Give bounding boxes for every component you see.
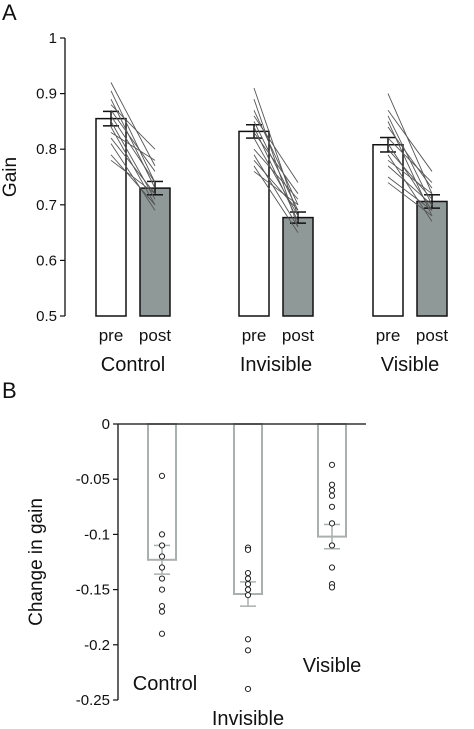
bar-post <box>282 216 314 317</box>
data-point <box>158 575 166 582</box>
panel-a-label: A <box>2 0 17 25</box>
subject-line <box>110 98 156 189</box>
y-tick-label: -0.15 <box>76 582 110 599</box>
change-bar <box>233 423 263 596</box>
bar-pre <box>238 130 270 317</box>
subject-line <box>387 148 433 200</box>
data-point <box>328 487 336 494</box>
bar-label-post: post <box>282 326 314 345</box>
subject-line <box>387 126 433 189</box>
category-label: Visible <box>303 655 362 677</box>
category-label: Invisible <box>212 708 284 729</box>
y-tick-label: -0.25 <box>76 692 110 709</box>
bar-label-pre: pre <box>376 326 401 345</box>
subject-line <box>110 132 156 161</box>
subject-line <box>253 110 299 205</box>
change-bar <box>317 423 347 538</box>
data-point <box>244 546 252 553</box>
data-point <box>328 564 336 571</box>
group-label: Control <box>101 354 165 376</box>
data-point <box>328 520 336 527</box>
data-point <box>158 472 166 479</box>
subject-line <box>110 115 156 183</box>
subject-line <box>253 171 299 206</box>
bar-pre <box>372 144 404 317</box>
subject-line <box>253 148 299 200</box>
group-label: Invisible <box>240 354 312 376</box>
subject-line <box>253 160 299 211</box>
y-tick-label: 0.6 <box>36 252 57 269</box>
y-tick-label: -0.1 <box>84 526 110 543</box>
subject-line <box>387 182 433 217</box>
data-point <box>158 586 166 593</box>
data-point <box>158 608 166 615</box>
data-point <box>158 630 166 637</box>
data-point <box>158 531 166 538</box>
data-point <box>328 503 336 510</box>
data-point <box>158 542 166 549</box>
bar-label-post: post <box>139 326 171 345</box>
subject-line <box>387 137 433 183</box>
subject-line <box>110 137 156 194</box>
subject-line <box>110 154 156 206</box>
data-point <box>328 481 336 488</box>
bar-pre <box>95 117 127 317</box>
subject-line <box>110 90 156 183</box>
bar-post <box>416 200 448 317</box>
y-axis-title: Gain <box>0 157 21 197</box>
bar-label-pre: pre <box>242 326 267 345</box>
data-point <box>158 553 166 560</box>
subject-line <box>387 165 433 206</box>
data-point <box>244 685 252 693</box>
data-point <box>244 592 252 599</box>
data-point <box>328 492 336 499</box>
data-point <box>244 569 252 577</box>
data-point <box>244 647 252 654</box>
bar-post <box>139 187 171 317</box>
y-axis-title: Change in gain <box>26 498 47 626</box>
subject-line <box>253 137 299 217</box>
subject-line <box>387 176 433 211</box>
subject-line <box>387 110 433 172</box>
category-label: Control <box>133 673 197 695</box>
panel-b-chart: 0 -0.05 -0.1 -0.15 -0.2 -0.25 Change in gain Co… <box>26 416 366 729</box>
data-point <box>328 584 336 591</box>
change-bar <box>147 423 177 561</box>
data-point <box>328 461 336 468</box>
subject-line <box>110 82 156 167</box>
group-label: Visible <box>381 354 440 376</box>
y-tick-label: 0.7 <box>36 197 57 214</box>
subject-line <box>387 93 433 194</box>
subject-line <box>110 121 156 200</box>
subject-line <box>110 159 156 195</box>
data-point <box>328 542 336 549</box>
y-tick-label: 1 <box>49 30 57 47</box>
data-point <box>158 564 166 571</box>
panel-b-label: B <box>2 378 17 403</box>
data-point <box>244 586 252 593</box>
y-tick-label: -0.2 <box>84 637 110 654</box>
y-tick-label: 0.9 <box>36 86 57 103</box>
y-tick-label: 0 <box>102 416 110 433</box>
subject-line <box>387 159 433 195</box>
y-tick-label: 0.5 <box>36 308 57 325</box>
subject-line <box>110 110 156 172</box>
subject-line <box>110 104 156 150</box>
data-point <box>244 575 252 582</box>
y-tick-label: 0.8 <box>36 141 57 158</box>
subject-line <box>253 154 299 228</box>
subject-line <box>253 121 299 211</box>
y-tick-label: -0.05 <box>76 471 110 488</box>
data-point <box>244 580 252 588</box>
data-point <box>158 603 166 610</box>
subject-line <box>253 132 299 194</box>
bar-label-post: post <box>416 326 448 345</box>
data-point <box>244 636 252 643</box>
bar-label-pre: pre <box>99 326 124 345</box>
subject-line <box>253 115 299 183</box>
